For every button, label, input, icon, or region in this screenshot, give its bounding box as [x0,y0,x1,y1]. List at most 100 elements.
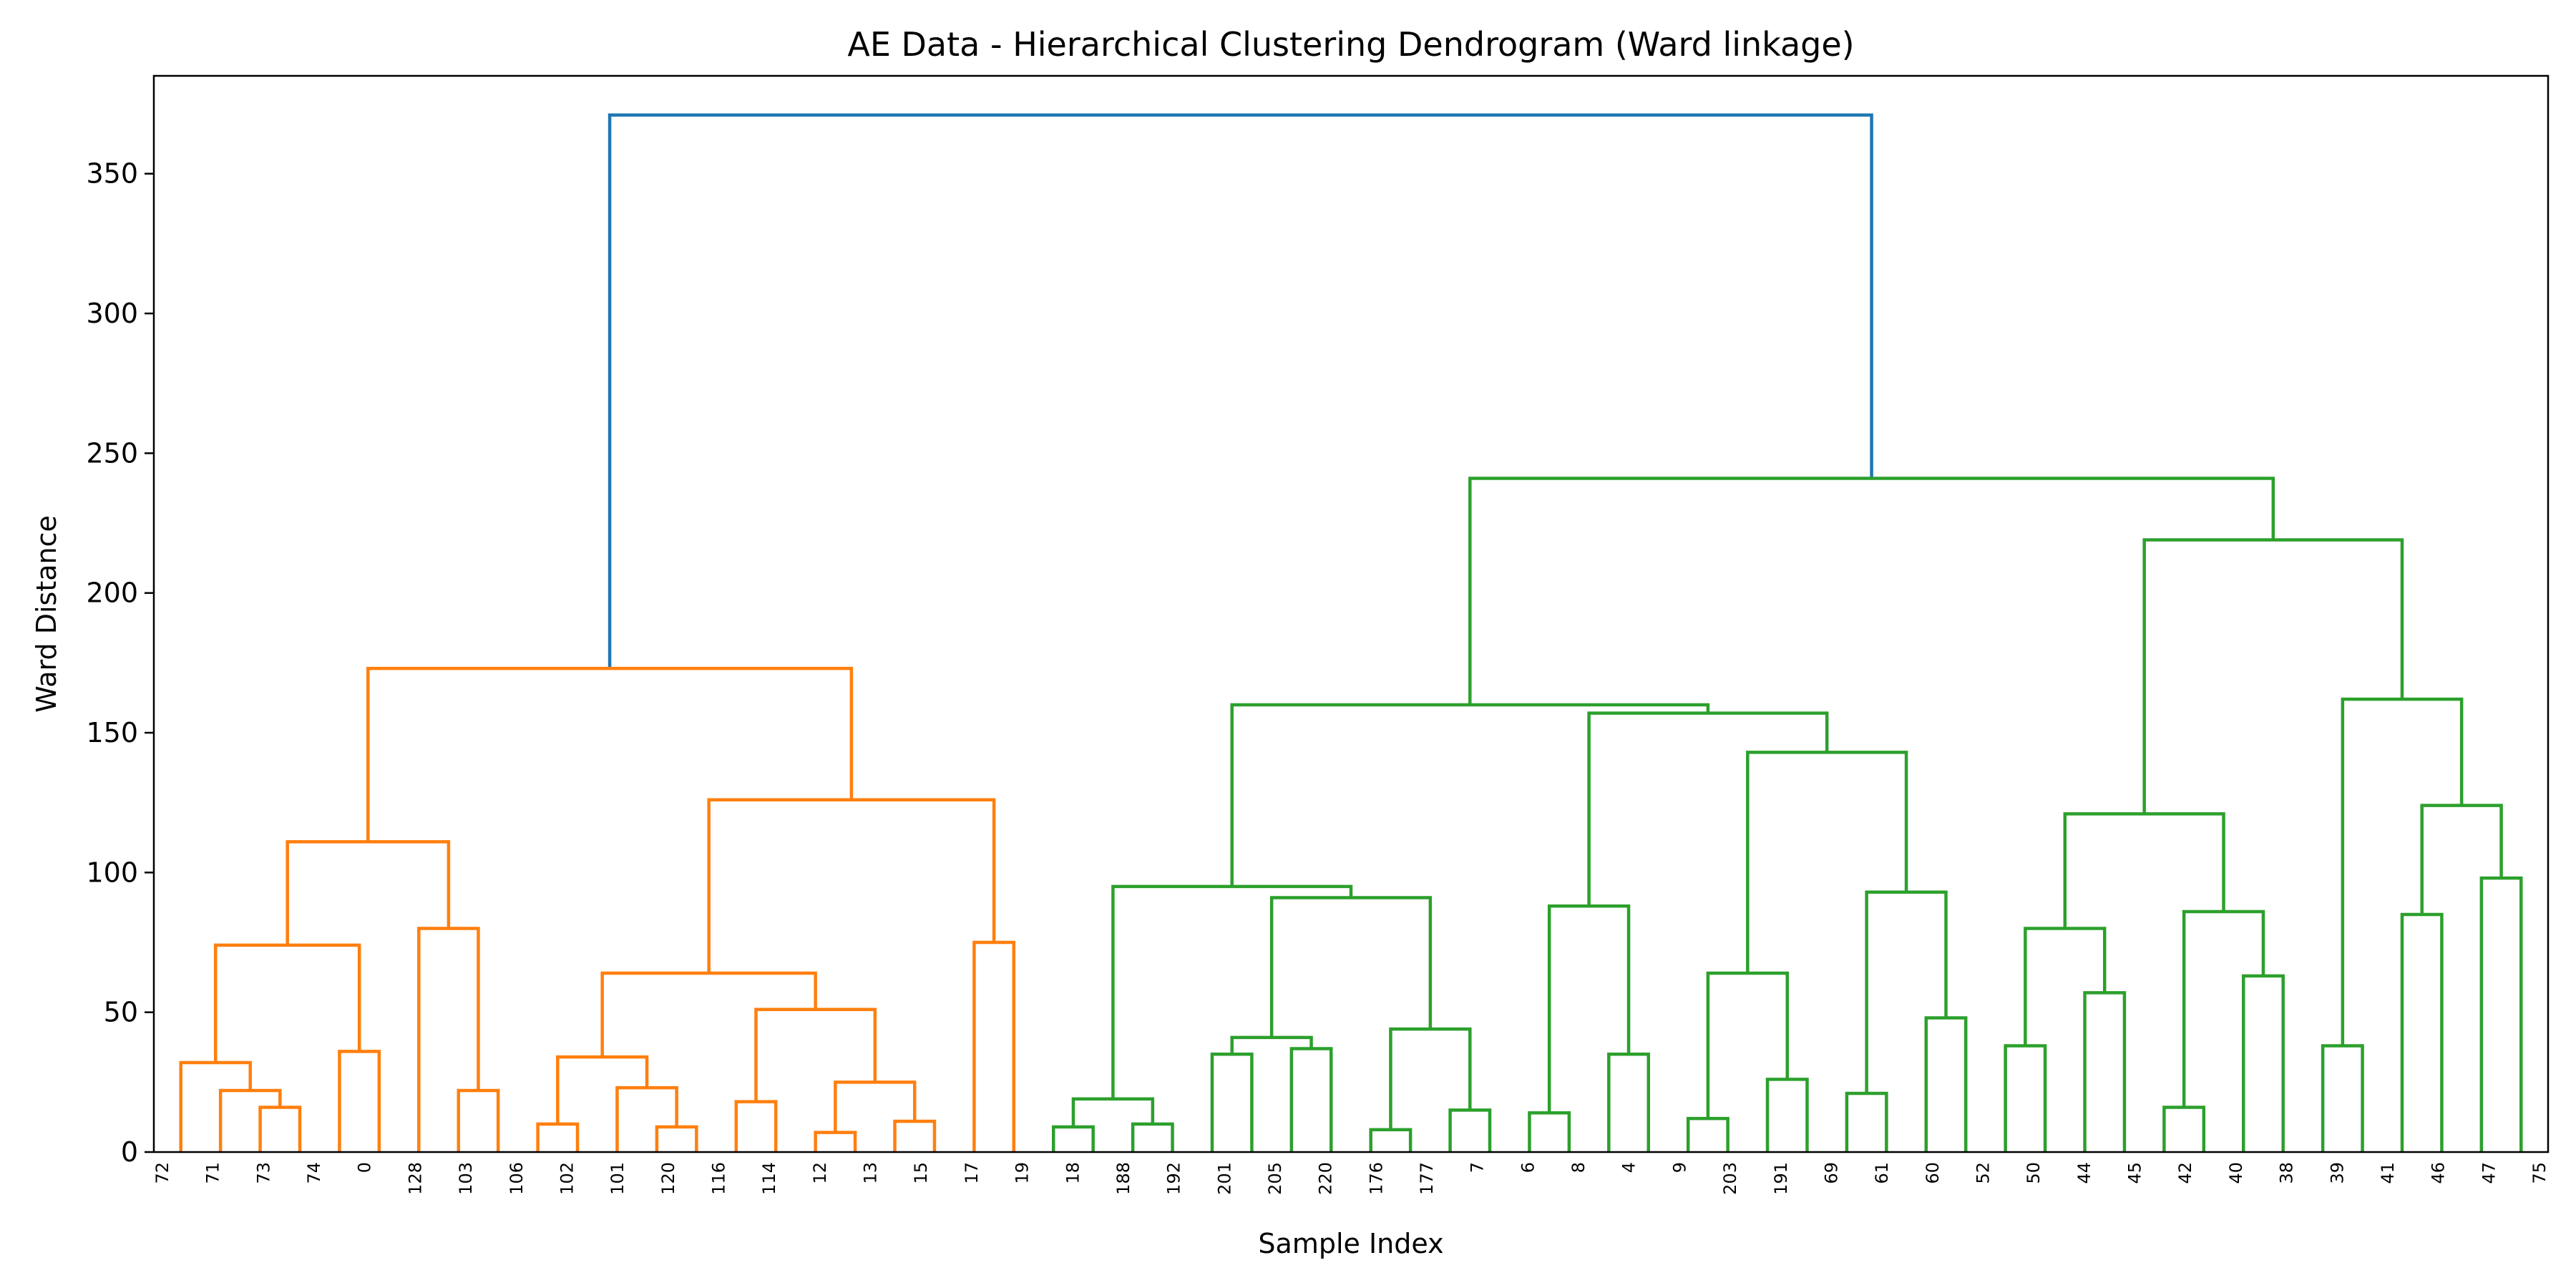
leaf-label: 18 [1063,1162,1083,1184]
dendrogram-link-B2a2 [2182,909,2265,1108]
dendrogram-link-B1a1a [1052,1125,1095,1152]
leaf-label: 72 [152,1162,172,1184]
dendrogram-link-B1b1a [1528,1111,1571,1152]
leaf-label: 176 [1366,1162,1386,1195]
dendrogram-link-B2b [2341,697,2464,1046]
dendrogram-link-A2a1c [655,1125,698,1152]
leaf-label: 114 [759,1162,779,1195]
dendrogram-link-B2b1 [2321,1044,2364,1152]
dendrogram-link-A2b [972,940,1016,1152]
dendrogram-link-A1a1c [258,1106,302,1152]
leaf-label: 73 [253,1162,273,1184]
y-tick-label: 150 [86,717,138,748]
leaf-label: 9 [1669,1162,1689,1173]
dendrogram-link-B1a2b [1389,1027,1472,1130]
leaf-label: 220 [1316,1162,1336,1195]
y-tick-label: 350 [86,158,138,190]
leaf-label: 201 [1214,1162,1234,1195]
dendrogram-link-B1b2c [1686,1116,1729,1152]
dendrogram-link-B2a1a [2004,1044,2047,1152]
y-tick-label: 200 [86,577,138,609]
leaf-label: 15 [911,1162,931,1184]
leaf-label: 192 [1164,1162,1184,1195]
dendrogram-link-B2a [2063,812,2225,929]
dendrogram-link-A1a1b [218,1088,282,1152]
leaf-label: 74 [304,1162,324,1184]
plot-frame [152,74,2550,1153]
leaf-labels: 72 71 73 74 0 128 103 106 102 101 120 116 114 12 13 15 1… [152,1162,2550,1195]
y-axis-label: Ward Distance [31,515,62,713]
dendrogram-link-A2a [600,971,817,1058]
leaf-label: 41 [2378,1162,2398,1184]
leaf-label: 4 [1619,1162,1639,1173]
leaf-label: 71 [203,1162,223,1184]
leaf-label: 106 [507,1162,527,1195]
leaf-label: 12 [810,1162,830,1184]
dendrogram-link-B2a2a [2162,1106,2206,1152]
dendrogram-link-A2a1 [556,1055,649,1124]
leaf-label: 191 [1771,1162,1791,1195]
leaf-label: 102 [557,1162,577,1195]
dendrogram-link-B1b1 [1547,904,1631,1113]
dendrogram-link-B1b2d [1765,1078,1809,1152]
leaf-label: 6 [1518,1162,1538,1173]
dendrogram-link-B1a2e [1369,1128,1413,1152]
y-axis-ticks: 0 50 100 150 200 250 300 350 [86,158,154,1168]
dendrogram-link-B1a2f [1448,1108,1492,1152]
dendrogram-link-B1a1b [1131,1122,1174,1152]
dendrogram-link-root [608,113,1873,669]
dendrogram-link-B1a2c [1210,1053,1254,1152]
dendrogram-link-B2 [2142,538,2404,814]
leaf-label: 40 [2226,1162,2246,1184]
dendrogram-link-A2a2 [754,1008,877,1102]
leaf-label: 45 [2125,1162,2145,1184]
leaf-label: 69 [1821,1162,1841,1184]
dendrogram-link-B1b [1587,711,1829,907]
dendrogram-link-B1a2a [1230,1035,1313,1055]
dendrogram-link-B1a2 [1269,896,1433,1038]
dendrogram-link-A1a [213,943,361,1063]
dendrogram-link-B2b2 [2420,804,2503,914]
leaf-label: 19 [1013,1162,1033,1184]
leaf-label: 17 [962,1162,982,1184]
leaf-label: 42 [2175,1162,2195,1184]
dendrogram-link-A2a2d [893,1119,937,1152]
dendrogram-link-B1b2e [1845,1091,1888,1152]
dendrogram-link-B1a [1111,884,1353,1099]
leaf-label: 188 [1113,1162,1133,1195]
dendrogram-link-B2b2b [2479,876,2523,1152]
leaf-label: 46 [2429,1162,2449,1184]
leaf-label: 177 [1417,1162,1437,1195]
dendrogram-link-B1b2 [1746,751,1908,973]
leaf-label: 203 [1720,1162,1740,1195]
dendrogram-link-A2 [707,798,996,973]
dendrogram-link-B1b1b [1607,1053,1650,1152]
leaf-label: 0 [355,1162,375,1173]
leaf-label: 7 [1468,1162,1488,1173]
dendrogram-link-B2b2a [2400,912,2444,1152]
leaf-label: 75 [2529,1162,2550,1184]
dendrogram-link-A2a2b [834,1080,917,1133]
leaf-label: 52 [1974,1162,1994,1184]
y-tick-label: 50 [104,997,138,1028]
leaf-label: 116 [708,1162,728,1195]
y-tick-label: 100 [86,857,138,888]
leaf-label: 39 [2327,1162,2347,1184]
leaf-label: 60 [1923,1162,1943,1184]
leaf-label: 47 [2479,1162,2499,1184]
dendrogram-link-A1a1 [179,1060,252,1152]
leaf-label: 120 [658,1162,678,1195]
dendrogram-link-B1a2d [1289,1047,1333,1152]
y-tick-label: 0 [121,1136,138,1168]
leaf-label: 44 [2074,1162,2094,1184]
dendrogram-link-B [1468,477,2275,705]
dendrogram-link-A1 [286,840,451,945]
leaf-label: 101 [608,1162,628,1195]
dendrogram-link-B1 [1230,703,1710,887]
leaf-label: 128 [405,1162,425,1195]
dendrogram-link-A1b2 [457,1088,500,1152]
dendrogram-link-B1b2b [1865,890,1948,1093]
y-tick-label: 300 [86,298,138,329]
dendrogram-link-A2a1b [615,1085,678,1152]
dendrogram-link-A [366,666,854,842]
